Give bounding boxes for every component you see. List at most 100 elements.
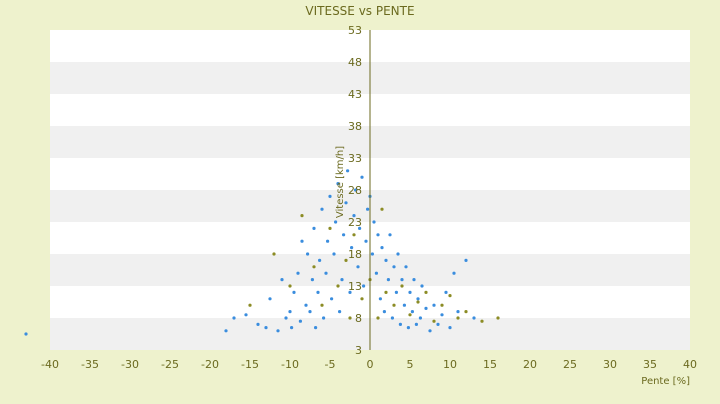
data-point [410,310,414,314]
y-tick-label: 18 [348,248,362,261]
data-point [346,169,350,173]
data-point [358,226,362,230]
data-point [414,322,418,326]
data-point [276,329,280,333]
x-tick-label: -15 [241,358,259,371]
y-axis-label: Vitesse [km/h] [335,146,346,218]
data-points [24,169,500,336]
data-point [284,316,288,320]
data-point [344,201,348,205]
data-point [390,316,394,320]
data-point [300,214,304,218]
data-point [416,300,420,304]
data-point [304,303,308,307]
data-point [456,316,460,320]
data-point [348,290,352,294]
x-axis-label: Pente [%] [641,376,690,387]
data-point [338,310,342,314]
data-point [496,316,500,320]
data-point [248,303,252,307]
data-point [298,319,302,323]
data-point [480,319,484,323]
data-point [354,188,358,192]
data-point [224,329,228,333]
data-point [432,319,436,323]
data-point [406,326,410,330]
y-tick-label: 3 [355,344,362,357]
data-point [424,306,428,310]
x-tick-label: -40 [41,358,59,371]
data-point [464,310,468,314]
data-point [392,303,396,307]
data-point [24,332,28,336]
y-tick-label: 38 [348,120,362,133]
data-point [328,226,332,230]
y-tick-label: 23 [348,216,362,229]
data-point [382,310,386,314]
data-point [396,252,400,256]
data-point [288,310,292,314]
data-point [332,252,336,256]
x-tick-label: 40 [683,358,697,371]
data-point [336,284,340,288]
data-point [232,316,236,320]
data-point [342,233,346,237]
data-point [444,290,448,294]
data-point [292,290,296,294]
data-point [326,239,330,243]
data-point [322,316,326,320]
data-point [366,207,370,211]
data-point [360,175,364,179]
data-point [380,246,384,250]
x-tick-label: 35 [643,358,657,371]
data-point [472,316,476,320]
data-point [424,290,428,294]
y-tick-label: 48 [348,56,362,69]
data-point [280,278,284,282]
data-point [364,239,368,243]
data-point [306,252,310,256]
data-point [448,326,452,330]
data-point [404,265,408,269]
x-tick-label: -5 [325,358,336,371]
x-tick-label: 0 [367,358,374,371]
data-point [268,297,272,301]
data-point [408,313,412,317]
data-point [336,182,340,186]
data-point [324,271,328,275]
data-point [412,278,416,282]
data-point [288,284,292,288]
y-tick-label: 13 [348,280,362,293]
data-point [416,297,420,301]
data-point [320,207,324,211]
data-point [308,310,312,314]
data-point [378,297,382,301]
data-point [452,271,456,275]
data-point [360,297,364,301]
data-point [374,271,378,275]
data-point [264,326,268,330]
data-point [386,278,390,282]
data-point [352,214,356,218]
data-point [420,284,424,288]
data-point [256,322,260,326]
data-point [376,233,380,237]
data-point [244,313,248,317]
data-point [296,271,300,275]
data-point [272,252,276,256]
data-point [402,303,406,307]
y-tick-label: 53 [348,24,362,37]
x-tick-label: 20 [523,358,537,371]
data-point [370,252,374,256]
data-point [440,313,444,317]
data-point [436,322,440,326]
data-point [330,297,334,301]
data-point [440,303,444,307]
data-point [448,294,452,298]
y-tick-label: 8 [355,312,362,325]
x-tick-label: 10 [443,358,457,371]
data-point [340,278,344,282]
data-point [312,226,316,230]
data-point [398,322,402,326]
